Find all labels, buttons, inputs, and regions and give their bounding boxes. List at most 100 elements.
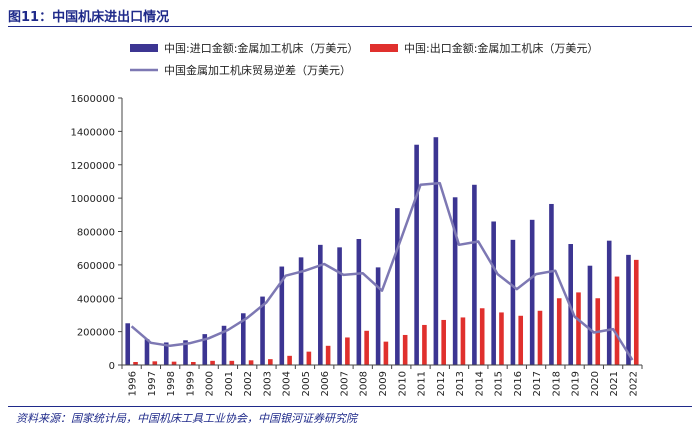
import-bar <box>375 267 381 365</box>
export-bar <box>499 312 504 365</box>
export-bar <box>325 345 331 365</box>
x-tick-label: 2010 <box>397 371 408 396</box>
x-tick-label: 2011 <box>417 371 428 396</box>
trade-deficit-line-group <box>130 181 634 361</box>
legend-export-label: 中国:出口金额:金属加工机床（万美元） <box>404 41 598 55</box>
legend-trade-label: 中国金属加工机床贸易逆差（万美元） <box>164 63 351 77</box>
import-bar <box>163 342 169 365</box>
bars <box>125 137 639 365</box>
export-bar <box>422 324 427 365</box>
import-bar <box>395 208 400 365</box>
x-tick-label: 2002 <box>243 371 254 396</box>
import-bar <box>606 240 612 365</box>
x-tick-label: 2003 <box>262 371 273 396</box>
export-bar <box>364 330 369 365</box>
export-bar <box>210 360 215 365</box>
x-tick-label: 2004 <box>282 371 293 396</box>
x-tick-label: 2017 <box>532 371 543 396</box>
import-bar <box>318 244 323 365</box>
export-bar <box>518 315 524 365</box>
import-bar <box>472 184 477 365</box>
export-bar <box>306 351 312 365</box>
x-tick-label: 2014 <box>474 371 485 396</box>
y-tick-label: 600000 <box>77 261 115 272</box>
x-tick-label: 1999 <box>185 371 196 396</box>
x-tick-label: 2009 <box>378 371 389 396</box>
x-tick-label: 2008 <box>359 371 370 396</box>
x-tick-label: 2021 <box>609 371 620 396</box>
x-tick-label: 1997 <box>147 371 158 396</box>
import-bar <box>240 313 246 365</box>
import-bar <box>414 144 419 365</box>
import-bar <box>587 265 593 365</box>
export-bar <box>479 308 485 365</box>
import-bar <box>202 334 208 365</box>
x-tick-label: 2015 <box>494 371 505 396</box>
y-tick-label: 1000000 <box>70 194 115 205</box>
import-bar <box>529 219 535 365</box>
export-bar <box>633 259 639 365</box>
legend-export-swatch <box>370 44 398 52</box>
x-axis: 1996 1997 1998 1999 2000 2001 2002 2003 2004 2005… <box>121 364 643 396</box>
y-tick-label: 1200000 <box>70 161 115 172</box>
import-bar <box>144 339 150 365</box>
export-bar <box>191 361 196 365</box>
export-bar <box>402 334 408 365</box>
import-bar <box>125 323 131 365</box>
x-tick-label: 2020 <box>590 371 601 396</box>
import-bar <box>510 239 516 365</box>
import-bar <box>356 239 362 365</box>
export-bar <box>537 310 543 365</box>
import-bar <box>298 257 304 365</box>
trade-deficit-line <box>130 181 634 361</box>
title-rule <box>8 26 692 27</box>
export-bar <box>287 355 292 365</box>
x-tick-label: 2022 <box>628 371 639 396</box>
export-bar <box>460 317 466 365</box>
export-bar <box>345 337 350 365</box>
import-bar <box>433 137 439 365</box>
y-tick-label: 800000 <box>77 228 115 239</box>
y-tick-label: 400000 <box>77 294 115 305</box>
export-bar <box>441 319 446 365</box>
y-tick-label: 200000 <box>77 328 115 339</box>
x-tick-label: 2013 <box>455 371 466 396</box>
x-tick-label: 2006 <box>320 371 331 396</box>
import-bar <box>549 203 554 365</box>
x-tick-label: 1998 <box>166 371 177 396</box>
export-bar <box>556 298 562 365</box>
x-tick-label: 2005 <box>301 371 312 396</box>
x-tick-label: 1996 <box>128 371 139 396</box>
export-bar <box>152 361 158 365</box>
import-bar <box>452 197 458 365</box>
source-rule <box>8 406 692 407</box>
export-bar <box>229 360 235 365</box>
y-tick-label: 1600000 <box>70 94 115 105</box>
x-tick-label: 2001 <box>224 371 235 396</box>
y-axis: 0 200000 400000 600000 800000 1000000 1200000 1… <box>70 94 123 372</box>
legend: 中国:进口金额:金属加工机床（万美元） 中国:出口金额:金属加工机床（万美元） 中国… <box>130 41 598 77</box>
y-tick-label: 0 <box>109 361 115 372</box>
import-bar <box>260 296 265 365</box>
import-bar <box>279 266 285 365</box>
y-tick-label: 1400000 <box>70 127 115 138</box>
legend-import-swatch <box>130 44 158 52</box>
import-bar <box>183 340 188 365</box>
import-bar <box>626 254 631 365</box>
export-bar <box>614 276 620 365</box>
export-bar <box>576 292 581 365</box>
export-bar <box>171 361 177 365</box>
x-tick-label: 2012 <box>436 371 447 396</box>
import-bar <box>337 247 342 365</box>
x-tick-label: 2016 <box>513 371 524 396</box>
export-bar <box>268 359 273 365</box>
export-bar <box>248 360 254 365</box>
x-tick-label: 2019 <box>571 371 582 396</box>
x-tick-label: 2000 <box>205 371 216 396</box>
import-bar <box>491 221 496 365</box>
source-note: 资料来源：国家统计局，中国机床工具工业协会，中国银河证券研究院 <box>16 412 357 425</box>
x-tick-label: 2018 <box>551 371 562 396</box>
x-tick-label: 2007 <box>339 371 350 396</box>
import-bar <box>221 325 227 365</box>
